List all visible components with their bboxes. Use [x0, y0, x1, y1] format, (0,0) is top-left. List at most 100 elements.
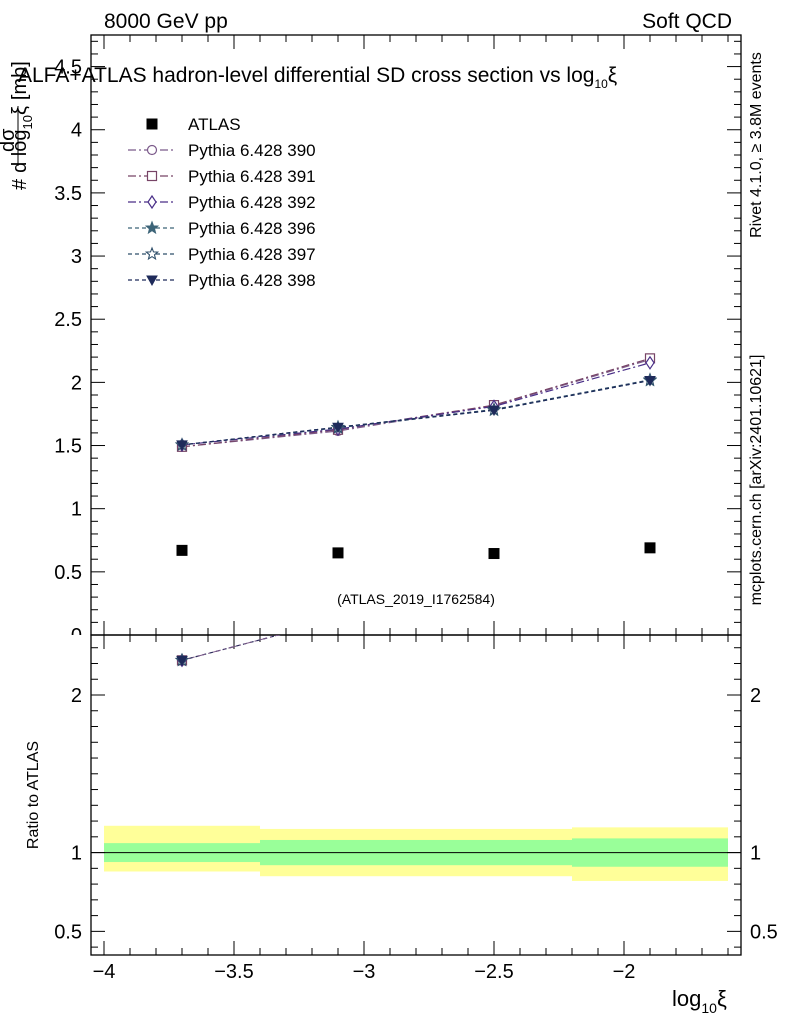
analysis-watermark: (ATLAS_2019_I1762584)	[337, 591, 495, 607]
series-line-3	[181, 379, 651, 446]
legend-label-atlas: ATLAS	[188, 115, 241, 134]
ratio-marker-3	[488, 563, 499, 574]
ratio-y-tick-label-right: 2	[750, 685, 761, 707]
legend-label-0: Pythia 6.428 390	[188, 141, 316, 160]
series-marker-5	[332, 422, 344, 434]
ratio-marker-5	[176, 655, 188, 667]
main-y-tick-label: 0.5	[54, 562, 82, 584]
legend-marker-5	[146, 275, 158, 287]
ratio-frame	[90, 634, 742, 956]
x-tick-label: −2.5	[474, 961, 513, 983]
main-y-tick-label: 4	[71, 120, 82, 142]
legend-label-3: Pythia 6.428 396	[188, 219, 316, 238]
legend-marker-0	[146, 144, 158, 156]
series-marker-5	[176, 440, 188, 451]
legend-marker-3	[144, 220, 160, 235]
ratio-marker-1	[490, 564, 499, 573]
main-y-tick-label: 1.5	[54, 436, 82, 458]
plot-title-tail: ξ	[608, 64, 617, 87]
legend-label-4: Pythia 6.428 397	[188, 245, 316, 264]
legend-label-5: Pythia 6.428 398	[188, 271, 316, 290]
ratio-y-tick-label-right: 0.5	[750, 921, 778, 943]
ratio-marker-4	[488, 563, 499, 574]
x-axis-label: log10ξ	[672, 986, 727, 1016]
ratio-y-tick-label-right: 1	[750, 843, 761, 865]
x-label-main: log	[672, 986, 701, 1011]
y-label-denominator-tail: ξ	[9, 106, 31, 115]
atlas-data-point	[644, 542, 656, 554]
ratio-marker-3	[644, 511, 655, 522]
x-tick-label: −2	[613, 961, 636, 983]
legend-marker-atlas	[146, 118, 158, 130]
ratio-marker-2	[334, 613, 342, 625]
plot-title: ALFA+ATLAS hadron-level differential SD …	[18, 64, 617, 91]
ratio-marker-1	[334, 615, 343, 624]
series-marker-5	[644, 375, 656, 387]
plot-title-subscript: 10	[594, 77, 608, 91]
ratio-y-tick-label-left: 1	[71, 843, 82, 865]
y-label-denominator: d log	[9, 130, 31, 173]
x-label-tail: ξ	[717, 986, 727, 1011]
ratio-marker-5	[333, 615, 343, 624]
ratio-marker-0	[334, 615, 343, 624]
ratio-marker-5	[489, 565, 499, 574]
x-tick-label: −3	[353, 961, 376, 983]
y-label-unit: [mb]	[9, 61, 31, 100]
series-line-0	[181, 359, 651, 448]
header-left: 8000 GeV pp	[104, 10, 228, 33]
uncertainty-bands	[91, 825, 741, 881]
legend-marker-2	[147, 194, 157, 210]
ratio-y-tick-label-left: 2	[71, 685, 82, 707]
ratio-marker-0	[490, 564, 499, 573]
y-label-prefix: #	[9, 178, 31, 190]
main-y-tick-label: 2.5	[54, 309, 82, 331]
main-y-tick-label: 2	[71, 372, 82, 394]
ratio-marker-3	[332, 613, 343, 624]
series-line-4	[181, 379, 651, 446]
plot-title-main: ALFA+ATLAS hadron-level differential SD …	[18, 64, 594, 87]
series-marker-2	[645, 355, 655, 370]
legend-marker-4	[144, 246, 160, 261]
x-ticks	[103, 35, 729, 955]
ratio-marker-1	[646, 512, 655, 521]
main-y-tick-label: 3.5	[54, 183, 82, 205]
ratio-marker-4	[332, 613, 343, 624]
ratio-y-tick-label-left: 0.5	[54, 921, 82, 943]
series-line-5	[181, 379, 651, 446]
series-marker-5	[488, 405, 500, 417]
series-line-2	[181, 362, 651, 446]
header-right: Soft QCD	[642, 10, 732, 33]
legend-label-2: Pythia 6.428 392	[188, 193, 316, 212]
ratio-series	[174, 511, 655, 668]
y-label-numerator: dσ	[0, 128, 19, 152]
atlas-data-point	[488, 548, 500, 560]
main-y-tick-label: 4.5	[54, 57, 82, 79]
ratio-marker-2	[646, 511, 654, 523]
x-tick-label: −4	[93, 961, 116, 983]
ratio-marker-4	[644, 511, 655, 522]
main-y-axis-label-text: # d log10ξ [mb]	[9, 61, 35, 190]
main-y-ticks	[91, 40, 741, 636]
main-y-tick-label-zero: 0	[71, 625, 82, 647]
ratio-y-axis-label: Ratio to ATLAS	[25, 741, 42, 849]
legend-label-1: Pythia 6.428 391	[188, 167, 316, 186]
series-line-1	[181, 357, 651, 448]
legend-marker-1	[146, 170, 158, 182]
atlas-data-point	[332, 547, 344, 559]
rivet-version-label: Rivet 4.1.0, ≥ 3.8M events	[748, 52, 765, 238]
main-y-tick-label: 1	[71, 499, 82, 521]
atlas-data-point	[176, 544, 188, 556]
main-y-axis-label: # d log10ξ [mb] dσ	[0, 61, 35, 190]
legend: ATLAS Pythia 6.428 390 Pythia 6.428 391 Pyt…	[128, 115, 316, 290]
ratio-marker-0	[646, 512, 655, 521]
x-label-subscript: 10	[701, 1000, 717, 1016]
ratio-marker-5	[645, 513, 655, 522]
ratio-y-ticks	[91, 647, 741, 948]
mcplots-label: mcplots.cern.ch [arXiv:2401.10621]	[748, 355, 765, 606]
main-y-tick-label: 3	[71, 246, 82, 268]
ratio-marker-2	[490, 563, 498, 575]
main-series	[174, 353, 658, 560]
ratio-line-alt	[181, 635, 281, 661]
y-label-subscript: 10	[20, 115, 35, 129]
